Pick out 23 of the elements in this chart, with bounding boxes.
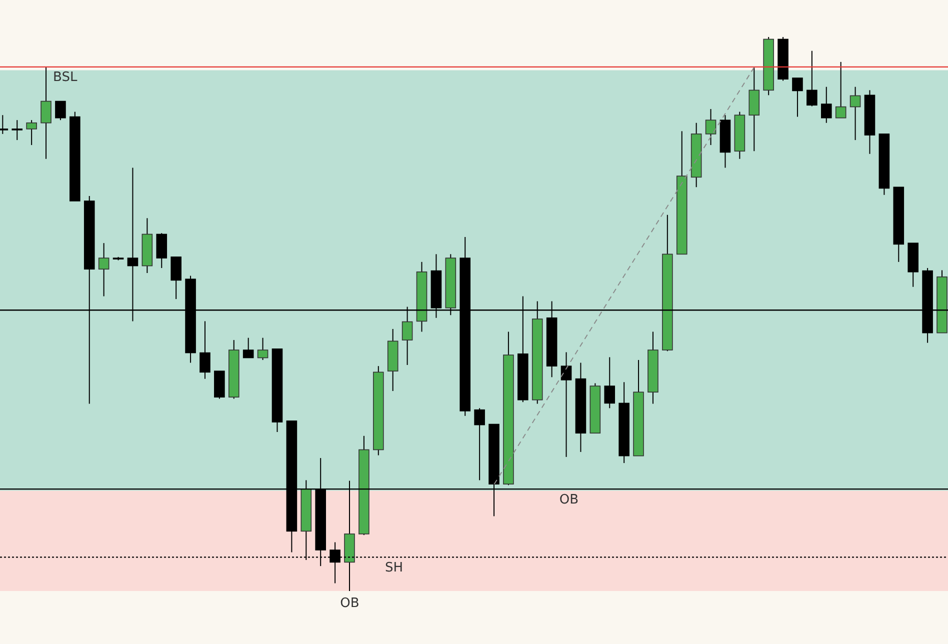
candlestick: [820, 86, 832, 124]
candlestick: [156, 232, 168, 269]
annotation: OB: [340, 596, 360, 611]
candlestick: [26, 120, 37, 146]
candlestick: [604, 356, 616, 409]
candlestick: [242, 337, 254, 358]
candlestick: [257, 337, 268, 360]
candlestick: [792, 77, 803, 118]
candlestick: [835, 61, 846, 118]
candlestick: [705, 108, 716, 146]
candlestick: [40, 66, 52, 160]
candlestick: [200, 320, 210, 380]
candlestick: [560, 352, 572, 458]
candlestick: [806, 50, 818, 107]
candlestick: [170, 256, 182, 300]
candlestick: [12, 120, 23, 141]
ref-line-label: SH: [384, 560, 404, 576]
candlestick: [98, 242, 110, 297]
ref-line-label: BSL: [53, 70, 78, 86]
candlestick: [55, 100, 66, 121]
ref-line-label: OB: [559, 492, 579, 508]
candlestick: [850, 86, 861, 141]
candlestick: [474, 408, 485, 481]
